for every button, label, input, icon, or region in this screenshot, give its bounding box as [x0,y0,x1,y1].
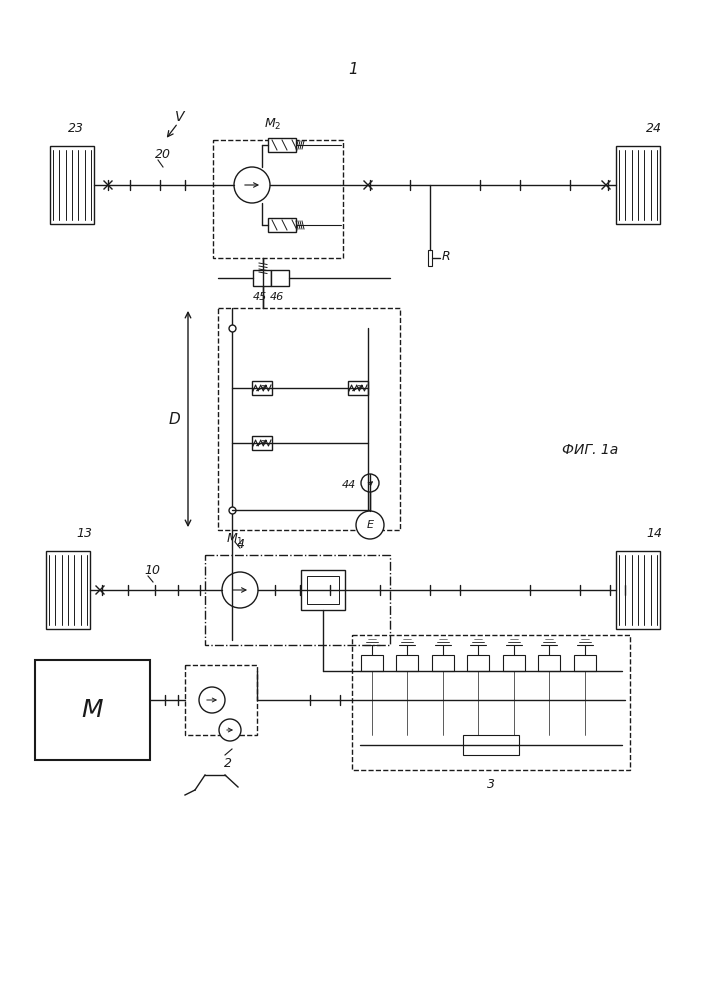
Text: $M_1$: $M_1$ [226,532,244,547]
Text: 13: 13 [76,527,92,540]
Bar [538,655,560,671]
Text: M: M [82,698,103,722]
Bar [348,381,368,395]
Text: $M_2$: $M_2$ [264,117,281,132]
Bar [463,735,519,755]
Text: 1: 1 [348,62,358,78]
Bar [268,218,296,232]
Bar [35,660,150,760]
Text: ФИГ. 1а: ФИГ. 1а [562,443,618,457]
Text: 44: 44 [341,480,356,490]
Text: 20: 20 [155,148,171,161]
Bar [213,140,343,258]
Bar [268,138,296,152]
Circle shape [219,719,241,741]
Bar [252,436,272,450]
Bar [573,655,595,671]
Bar [616,146,660,224]
Bar [301,570,345,610]
Text: 4: 4 [237,538,245,552]
Text: E: E [366,520,373,530]
Bar [253,270,271,286]
Bar [397,655,419,671]
Text: 14: 14 [646,527,662,540]
Bar [503,655,525,671]
Circle shape [199,687,225,713]
Bar [185,665,257,735]
Circle shape [222,572,258,608]
Bar [467,655,489,671]
Text: 46: 46 [270,292,284,302]
Bar [432,655,454,671]
Text: 45: 45 [253,292,267,302]
Bar [271,270,289,286]
Bar [205,555,390,645]
Bar [252,381,272,395]
Bar [218,308,400,530]
Bar [46,551,90,629]
Text: 3: 3 [487,778,495,791]
Bar [616,551,660,629]
Circle shape [361,474,379,492]
Bar [50,146,94,224]
Text: V: V [175,110,185,124]
Text: 2: 2 [224,757,232,770]
Bar [352,635,630,770]
Text: D: D [168,412,180,426]
Text: 23: 23 [68,122,84,135]
Text: 10: 10 [144,564,160,576]
Circle shape [356,511,384,539]
Bar [307,576,339,604]
Bar [361,655,383,671]
Circle shape [234,167,270,203]
Text: R: R [442,249,450,262]
Text: 24: 24 [646,122,662,135]
Bar [428,250,432,266]
